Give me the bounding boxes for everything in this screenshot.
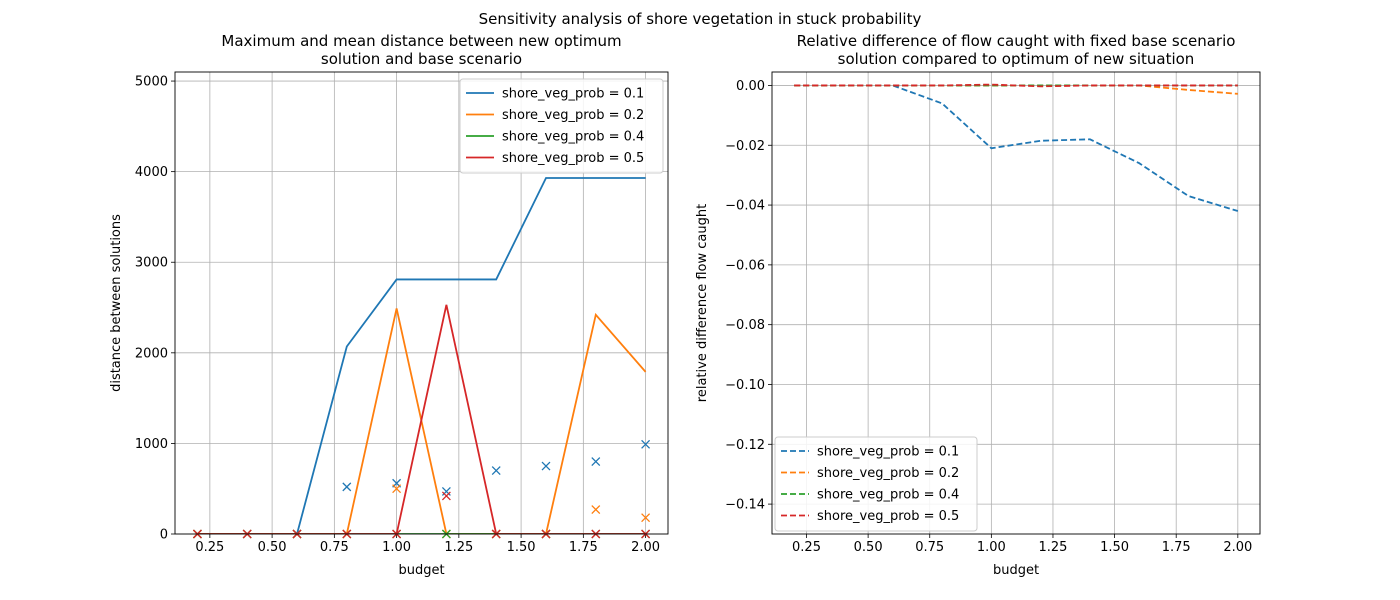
x-axis-label: budget [993, 563, 1039, 578]
x-tick-label: 0.25 [195, 540, 224, 555]
y-tick-label: −0.10 [725, 378, 765, 393]
x-tick-label: 1.75 [569, 540, 598, 555]
legend-frame [774, 436, 978, 532]
mean-marker-shore-veg-prob-0-1 [342, 482, 352, 492]
series-line-max-shore-veg-prob-0-1 [197, 177, 646, 534]
mean-marker-shore-veg-prob-0-1 [641, 439, 651, 449]
y-tick-label: −0.06 [725, 258, 765, 273]
plot-frame [771, 71, 1261, 535]
x-tick-label: 2.00 [1223, 540, 1252, 555]
mean-marker-shore-veg-prob-0-2 [392, 484, 402, 494]
x-tick-label: 1.00 [382, 540, 411, 555]
plot-area [794, 83, 1239, 212]
plot-area [197, 177, 647, 534]
y-tick-label: −0.14 [725, 498, 765, 513]
legend-label: shore_veg_prob = 0.2 [502, 108, 644, 123]
x-tick-label: 0.25 [792, 540, 821, 555]
y-tick-label: 2000 [135, 346, 168, 361]
mean-marker-shore-veg-prob-0-2 [591, 505, 601, 515]
y-tick-label: 3000 [135, 256, 168, 271]
right-chart: Relative difference of flow caught with … [695, 32, 1261, 578]
mean-marker-shore-veg-prob-0-1 [591, 457, 601, 466]
series-line-shore-veg-prob-0-5 [794, 83, 1238, 88]
legend-label: shore_veg_prob = 0.1 [502, 87, 644, 102]
left-chart: Maximum and mean distance between new op… [109, 32, 669, 578]
x-tick-label: 1.00 [977, 540, 1006, 555]
mean-marker-shore-veg-prob-0-2 [641, 513, 651, 523]
legend-label: shore_veg_prob = 0.2 [817, 466, 959, 481]
x-tick-label: 0.75 [320, 540, 349, 555]
y-axis-label: distance between solutions [109, 214, 124, 392]
legend-label: shore_veg_prob = 0.1 [817, 445, 959, 460]
x-tick-label: 2.00 [631, 540, 660, 555]
series-line-shore-veg-prob-0-2 [794, 84, 1238, 95]
mean-marker-shore-veg-prob-0-5 [441, 491, 451, 501]
legend-label: shore_veg_prob = 0.4 [502, 130, 644, 145]
chart-title-line-2: solution compared to optimum of new situ… [838, 50, 1195, 68]
legend: shore_veg_prob = 0.1 shore_veg_prob = 0.2… [459, 78, 664, 174]
legend-label: shore_veg_prob = 0.4 [817, 488, 959, 503]
x-tick-label: 1.25 [1038, 540, 1067, 555]
y-tick-label: −0.12 [725, 438, 765, 453]
y-tick-label: 1000 [135, 437, 168, 452]
mean-marker-shore-veg-prob-0-1 [441, 486, 451, 496]
chart-title-line-1: Relative difference of flow caught with … [797, 32, 1236, 50]
legend-frame [459, 78, 664, 174]
y-tick-label: 5000 [135, 75, 168, 90]
y-tick-label: 0.00 [736, 79, 765, 94]
legend: shore_veg_prob = 0.1 shore_veg_prob = 0.2… [774, 436, 978, 532]
x-tick-label: 1.25 [444, 540, 473, 555]
x-tick-label: 0.75 [915, 540, 944, 555]
series-line-max-shore-veg-prob-0-5 [197, 304, 646, 534]
mean-marker-shore-veg-prob-0-1 [491, 466, 501, 476]
figure-title: Sensitivity analysis of shore vegetation… [479, 10, 922, 28]
mean-marker-shore-veg-prob-0-1 [541, 461, 551, 471]
y-tick-label: −0.04 [725, 199, 765, 214]
y-tick-label: 0 [160, 528, 168, 543]
y-tick-label: −0.02 [725, 139, 765, 154]
x-tick-label: 1.50 [507, 540, 536, 555]
legend-label: shore_veg_prob = 0.5 [817, 509, 959, 524]
legend-label: shore_veg_prob = 0.5 [502, 151, 644, 166]
chart-title-line-2: solution and base scenario [321, 50, 522, 68]
x-tick-label: 1.50 [1100, 540, 1129, 555]
x-tick-label: 0.50 [258, 540, 287, 555]
x-tick-label: 0.50 [854, 540, 883, 555]
plot-frame [174, 71, 669, 535]
y-tick-label: 4000 [135, 165, 168, 180]
x-tick-label: 1.75 [1162, 540, 1191, 555]
series-line-shore-veg-prob-0-1 [794, 84, 1239, 212]
y-tick-label: −0.08 [725, 318, 765, 333]
y-axis-label: relative difference flow caught [695, 204, 710, 402]
x-axis-label: budget [398, 563, 444, 578]
chart-title-line-1: Maximum and mean distance between new op… [221, 32, 621, 50]
